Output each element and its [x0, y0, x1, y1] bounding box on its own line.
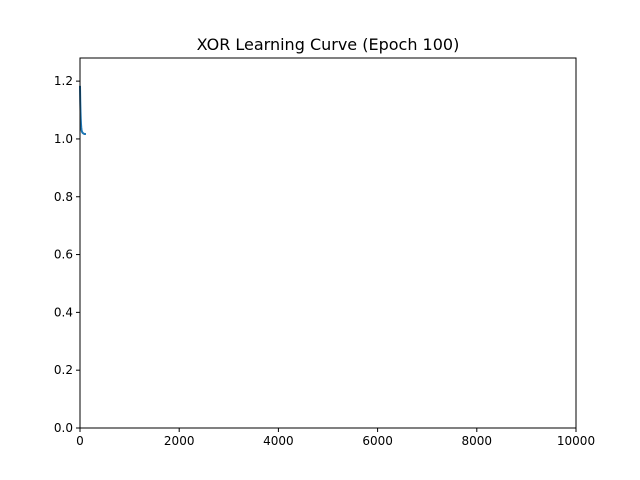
x-axis: 0 2000 4000 6000 8000 10000: [76, 428, 595, 448]
chart-title: XOR Learning Curve (Epoch 100): [197, 35, 460, 54]
x-tick-label: 10000: [557, 434, 595, 448]
y-tick-label: 0.0: [54, 421, 73, 435]
x-tick-label: 0: [76, 434, 84, 448]
y-tick-label: 0.6: [54, 248, 73, 262]
series-line-0: [78, 85, 86, 136]
y-tick-label: 0.8: [54, 190, 73, 204]
axes-frame: [79, 57, 577, 429]
series-layer: [78, 85, 86, 136]
y-axis: 0.0 0.2 0.4 0.6 0.8 1.0 1.2: [54, 74, 80, 435]
y-tick-label: 1.2: [54, 74, 73, 88]
plot-area: 0 2000 4000 6000 8000 10000 0.0 0.2 0.4 0.6 0.8 1.…: [54, 57, 595, 448]
x-tick-label: 2000: [164, 434, 195, 448]
x-tick-label: 4000: [263, 434, 294, 448]
x-tick-label: 8000: [462, 434, 493, 448]
y-tick-label: 1.0: [54, 132, 73, 146]
y-tick-label: 0.4: [54, 305, 73, 319]
y-tick-label: 0.2: [54, 363, 73, 377]
x-tick-label: 6000: [362, 434, 393, 448]
